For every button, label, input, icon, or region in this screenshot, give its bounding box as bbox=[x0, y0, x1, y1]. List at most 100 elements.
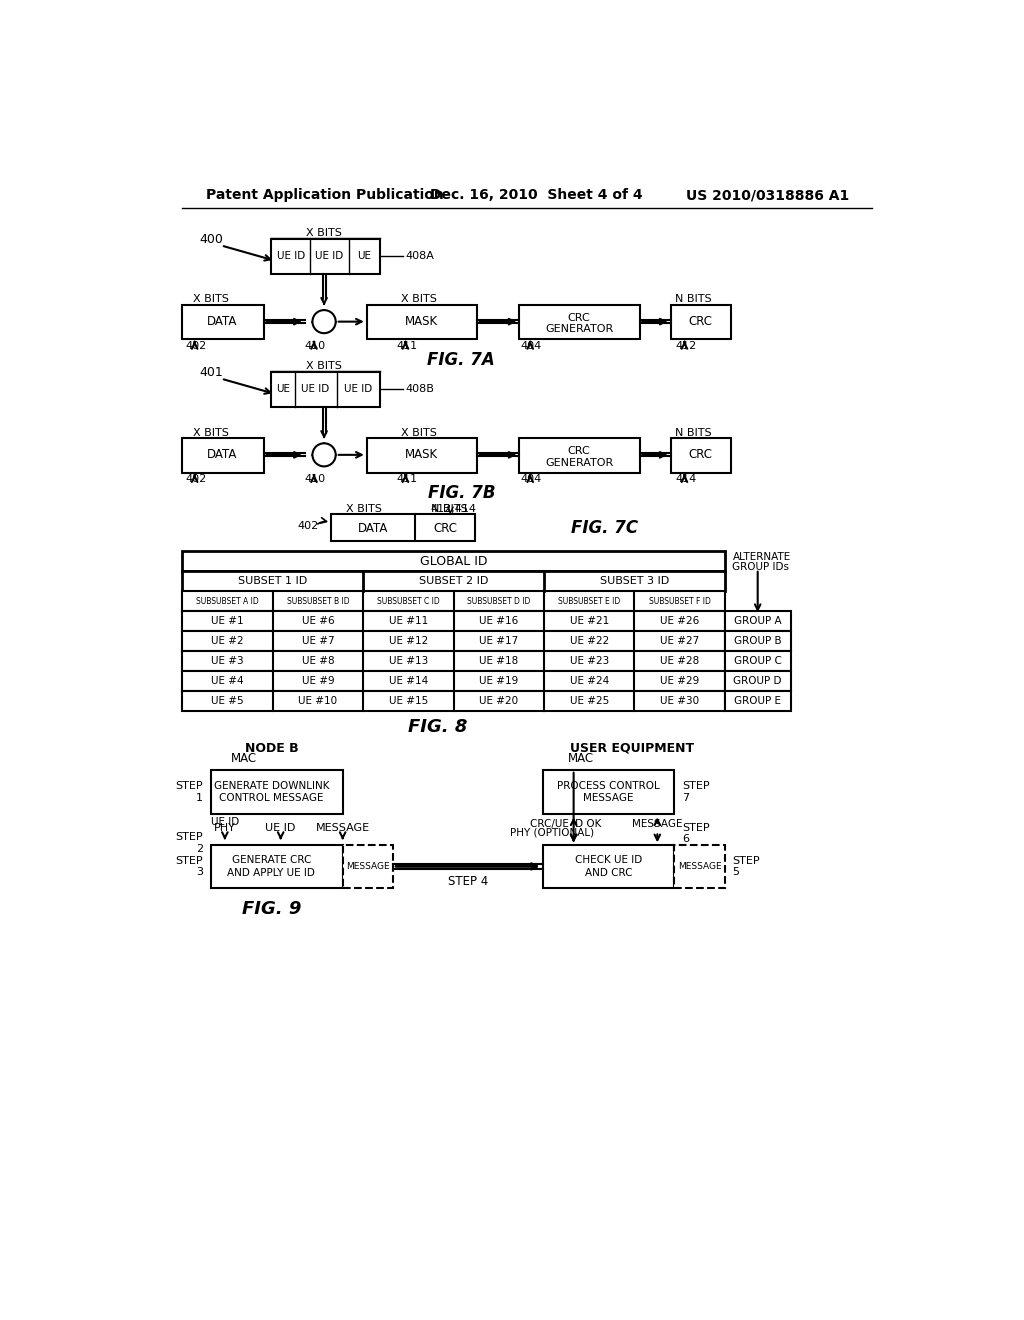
Text: 402: 402 bbox=[297, 520, 318, 531]
Circle shape bbox=[312, 444, 336, 466]
Text: PROCESS CONTROL: PROCESS CONTROL bbox=[557, 781, 659, 791]
Text: FIG. 7B: FIG. 7B bbox=[427, 484, 495, 503]
Bar bbox=[211, 770, 343, 814]
Text: CRC/UE ID OK: CRC/UE ID OK bbox=[530, 818, 601, 829]
Text: N BITS: N BITS bbox=[431, 504, 468, 513]
Text: 410: 410 bbox=[305, 342, 326, 351]
Text: US 2010/0318886 A1: US 2010/0318886 A1 bbox=[686, 189, 849, 202]
Text: UE #30: UE #30 bbox=[660, 696, 699, 706]
Text: STEP
1: STEP 1 bbox=[175, 781, 203, 803]
Text: UE: UE bbox=[276, 384, 290, 395]
Text: Dec. 16, 2010  Sheet 4 of 4: Dec. 16, 2010 Sheet 4 of 4 bbox=[430, 189, 643, 202]
Text: NODE B: NODE B bbox=[245, 742, 298, 755]
Text: CRC: CRC bbox=[567, 313, 591, 323]
Text: MAC: MAC bbox=[568, 752, 595, 766]
Text: AND CRC: AND CRC bbox=[585, 867, 632, 878]
Bar bbox=[182, 572, 725, 591]
Text: UE #23: UE #23 bbox=[569, 656, 608, 667]
Text: 414: 414 bbox=[675, 474, 696, 484]
Text: UE #12: UE #12 bbox=[389, 636, 428, 647]
Text: X BITS: X BITS bbox=[400, 294, 436, 305]
Text: 401: 401 bbox=[200, 366, 223, 379]
Text: SUBSUBSET D ID: SUBSUBSET D ID bbox=[467, 597, 530, 606]
Bar bbox=[725, 611, 791, 631]
Text: MAC: MAC bbox=[231, 752, 257, 766]
Text: UE ID: UE ID bbox=[265, 822, 296, 833]
Text: FIG. 8: FIG. 8 bbox=[409, 718, 468, 735]
Text: CONTROL MESSAGE: CONTROL MESSAGE bbox=[219, 793, 324, 804]
Text: 412: 412 bbox=[675, 342, 696, 351]
Text: 402: 402 bbox=[185, 474, 207, 484]
Bar bbox=[543, 845, 675, 887]
Text: X BITS: X BITS bbox=[346, 504, 382, 513]
Bar bbox=[182, 552, 725, 572]
Bar bbox=[271, 239, 380, 275]
Text: UE ID: UE ID bbox=[315, 251, 344, 261]
Text: SUBSUBSET F ID: SUBSUBSET F ID bbox=[648, 597, 711, 606]
Text: UE ID: UE ID bbox=[276, 251, 305, 261]
Text: UE #22: UE #22 bbox=[569, 636, 608, 647]
Text: 408A: 408A bbox=[406, 251, 434, 261]
Text: 411: 411 bbox=[396, 474, 417, 484]
Text: SUBSUBSET B ID: SUBSUBSET B ID bbox=[287, 597, 349, 606]
Bar bbox=[271, 372, 380, 407]
Text: UE #10: UE #10 bbox=[298, 696, 338, 706]
Text: 404: 404 bbox=[521, 342, 542, 351]
Text: UE #19: UE #19 bbox=[479, 676, 518, 686]
Text: UE #1: UE #1 bbox=[211, 616, 244, 626]
Text: MASK: MASK bbox=[406, 449, 438, 462]
Text: GLOBAL ID: GLOBAL ID bbox=[420, 554, 487, 568]
Text: FIG. 7A: FIG. 7A bbox=[427, 351, 496, 370]
Text: UE #9: UE #9 bbox=[301, 676, 334, 686]
Text: STEP 4: STEP 4 bbox=[447, 875, 488, 888]
Bar bbox=[519, 305, 640, 339]
Text: ALTERNATE: ALTERNATE bbox=[732, 552, 791, 562]
Text: X BITS: X BITS bbox=[193, 428, 228, 437]
Text: 400: 400 bbox=[200, 232, 223, 246]
Text: USER EQUIPMENT: USER EQUIPMENT bbox=[569, 742, 694, 755]
Text: X BITS: X BITS bbox=[306, 362, 342, 371]
Text: UE #21: UE #21 bbox=[569, 616, 608, 626]
Text: STEP
7: STEP 7 bbox=[682, 781, 710, 803]
Bar bbox=[519, 438, 640, 473]
Bar bbox=[182, 651, 725, 671]
Text: UE #29: UE #29 bbox=[659, 676, 699, 686]
Bar bbox=[182, 692, 725, 711]
Text: N BITS: N BITS bbox=[676, 294, 712, 305]
Text: GROUP B: GROUP B bbox=[734, 636, 781, 647]
Text: MASK: MASK bbox=[406, 315, 438, 329]
Text: GENERATE CRC: GENERATE CRC bbox=[231, 855, 311, 865]
Text: GENERATE DOWNLINK: GENERATE DOWNLINK bbox=[214, 781, 329, 791]
Bar bbox=[182, 671, 725, 692]
Text: AND APPLY UE ID: AND APPLY UE ID bbox=[227, 867, 315, 878]
Bar bbox=[725, 651, 791, 671]
Text: UE #11: UE #11 bbox=[389, 616, 428, 626]
Text: 411: 411 bbox=[396, 342, 417, 351]
Bar bbox=[211, 845, 343, 887]
Text: MESSAGE: MESSAGE bbox=[632, 818, 683, 829]
Text: GROUP A: GROUP A bbox=[734, 616, 781, 626]
Bar bbox=[182, 631, 725, 651]
Text: X BITS: X BITS bbox=[400, 428, 436, 437]
Text: CRC: CRC bbox=[689, 449, 713, 462]
Bar bbox=[671, 305, 731, 339]
Text: GROUP IDs: GROUP IDs bbox=[732, 561, 790, 572]
Text: SUBSET 3 ID: SUBSET 3 ID bbox=[600, 576, 669, 586]
Text: UE #13: UE #13 bbox=[389, 656, 428, 667]
Text: 412,414: 412,414 bbox=[430, 504, 476, 513]
Text: UE #20: UE #20 bbox=[479, 696, 518, 706]
Bar bbox=[182, 305, 263, 339]
Text: DATA: DATA bbox=[208, 449, 238, 462]
Bar bbox=[725, 671, 791, 692]
Text: UE ID: UE ID bbox=[344, 384, 373, 395]
Text: GROUP D: GROUP D bbox=[733, 676, 782, 686]
Text: UE #4: UE #4 bbox=[211, 676, 244, 686]
Text: UE #3: UE #3 bbox=[211, 656, 244, 667]
Text: UE #7: UE #7 bbox=[301, 636, 334, 647]
Text: SUBSUBSET E ID: SUBSUBSET E ID bbox=[558, 597, 621, 606]
Text: UE #5: UE #5 bbox=[211, 696, 244, 706]
Text: DATA: DATA bbox=[357, 521, 388, 535]
Text: MESSAGE: MESSAGE bbox=[315, 822, 370, 833]
Bar bbox=[367, 438, 477, 473]
Text: MESSAGE: MESSAGE bbox=[346, 862, 390, 871]
